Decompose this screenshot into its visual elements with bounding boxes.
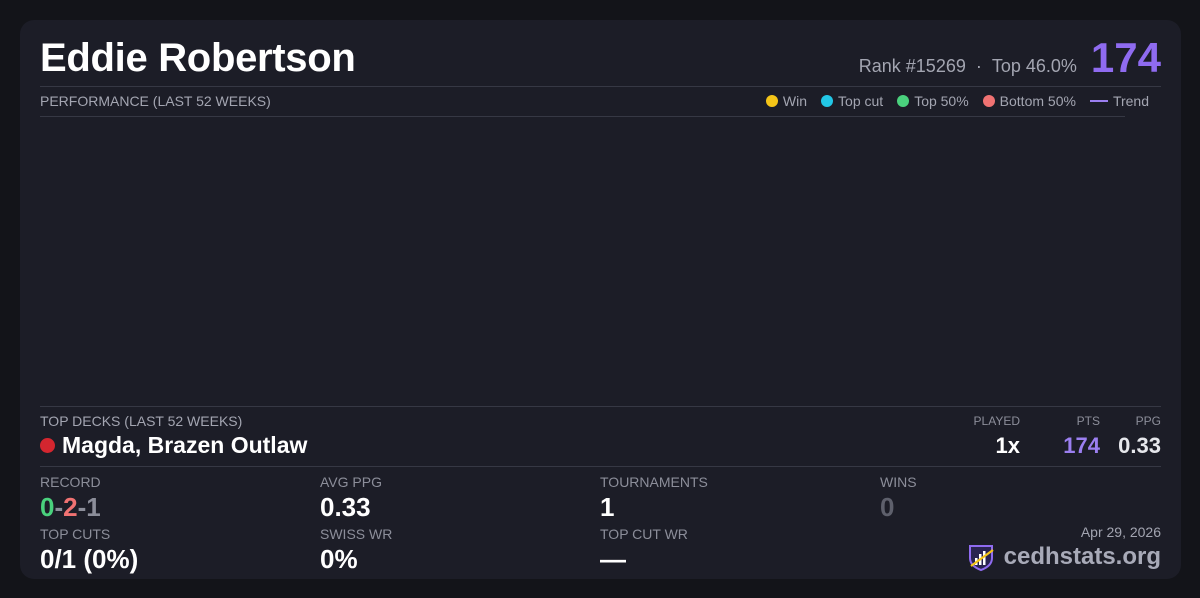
top-cut-wr-label: TOP CUT WR [600,526,688,542]
legend-top-cut-label: Top cut [838,93,884,109]
record-sep-1: - [54,492,64,522]
rank-summary: Rank #15269 · Top 46.0% 174 [859,34,1161,82]
chart-top-divider [40,116,1125,117]
cedhstats-logo-icon [968,545,994,572]
tournaments-label: TOURNAMENTS [600,474,708,490]
legend-win-label: Win [782,93,808,109]
deck-played: 1x [995,433,1020,458]
rank-number: Rank #15269 [858,56,966,76]
record-value: 0-2-1 [40,492,101,523]
top-decks-title: TOP DECKS (LAST 52 WEEKS) [40,413,243,429]
total-points: 174 [1090,34,1161,81]
legend-top-cut: Top cut [821,93,883,109]
record-wins: 0 [40,492,55,522]
top-cut-dot-icon [821,95,834,107]
record-label: RECORD [40,474,101,490]
top-cuts-value: 0/1 (0%) [40,544,139,574]
swiss-wr-value: 0% [320,544,358,574]
avg-ppg-label: AVG PPG [320,474,382,490]
legend-trend-label: Trend [1112,93,1149,109]
trend-line-icon [1089,100,1108,102]
performance-title: PERFORMANCE (LAST 52 WEEKS) [40,93,271,109]
player-name: Eddie Robertson [40,36,356,80]
pts-header: PTS [1076,414,1100,428]
record-sep-2: - [77,492,87,522]
brand-name[interactable]: cedhstats.org [1003,543,1161,570]
decks-divider [40,466,1161,467]
played-header: PLAYED [973,414,1020,428]
legend-trend: Trend [1089,93,1149,109]
top-cuts-label: TOP CUTS [40,526,111,542]
generated-date: Apr 29, 2026 [1080,524,1161,540]
top-percent: Top 46.0% [991,56,1077,76]
deck-name[interactable]: Magda, Brazen Outlaw [62,432,308,458]
chart-legend: Win Top cut Top 50% Bottom 50% Trend [765,93,1149,109]
deck-color-icon [40,438,55,453]
legend-bottom-50-label: Bottom 50% [999,93,1076,109]
tournaments-value: 1 [600,492,615,522]
wins-value: 0 [880,492,895,522]
record-draws: 1 [86,492,101,522]
performance-chart-area [40,117,1125,406]
win-dot-icon [765,95,778,107]
swiss-wr-label: SWISS WR [320,526,393,542]
legend-bottom-50: Bottom 50% [982,93,1076,109]
record-losses: 2 [63,492,78,522]
deck-pts: 174 [1063,433,1100,458]
avg-ppg-value: 0.33 [320,492,371,522]
brand[interactable]: cedhstats.org [966,542,1161,572]
legend-win: Win [765,93,808,109]
chart-bottom-divider [40,406,1161,407]
wins-label: WINS [880,474,917,490]
header-divider [40,86,1161,87]
ppg-header: PPG [1135,414,1161,428]
deck-ppg: 0.33 [1118,433,1161,458]
deck-row[interactable]: Magda, Brazen Outlaw [40,432,307,459]
top-cut-wr-value: — [600,544,626,574]
player-card: Eddie Robertson Rank #15269 · Top 46.0% … [20,20,1181,579]
top-50-dot-icon [897,95,910,107]
bottom-50-dot-icon [982,95,995,107]
legend-top-50: Top 50% [897,93,969,109]
rank-separator: · [975,56,982,76]
legend-top-50-label: Top 50% [914,93,969,109]
